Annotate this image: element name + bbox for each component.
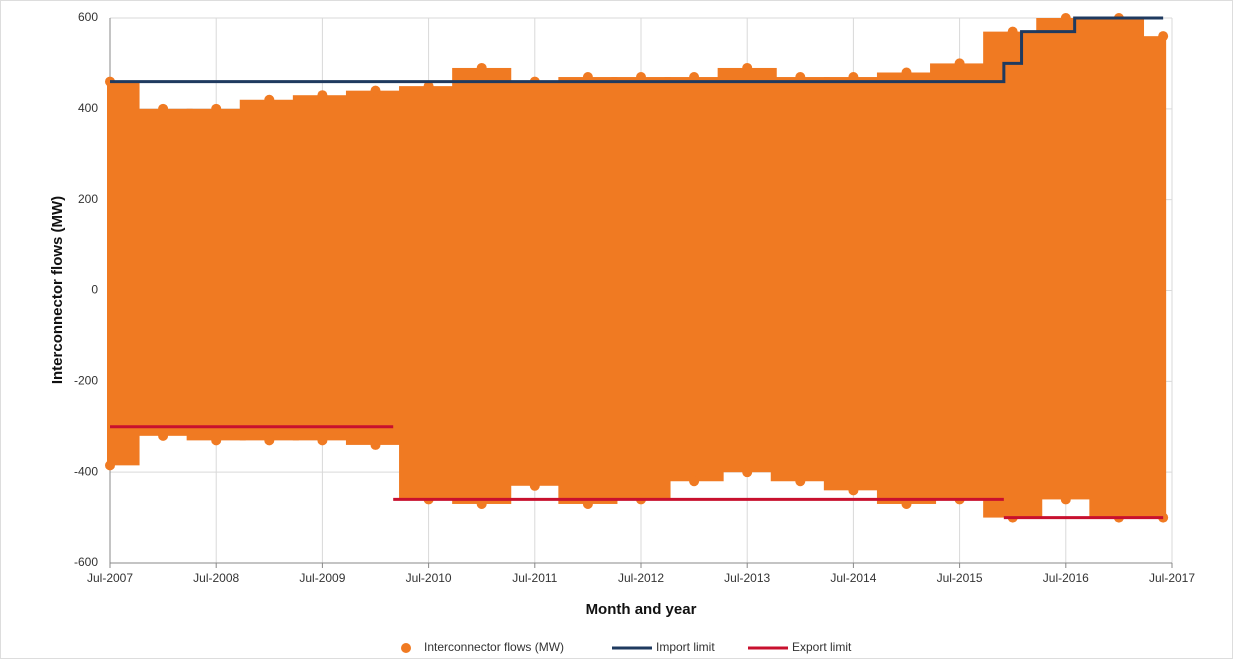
y-tick-label: -600 bbox=[74, 555, 98, 569]
y-tick-label: 0 bbox=[91, 283, 98, 297]
x-tick-label: Jul-2017 bbox=[1149, 571, 1195, 585]
flow-point bbox=[158, 103, 169, 114]
flow-point bbox=[105, 460, 115, 471]
flow-point bbox=[795, 476, 806, 487]
legend-label: Export limit bbox=[792, 640, 852, 654]
flow-range bbox=[1036, 18, 1096, 500]
flow-range bbox=[133, 108, 193, 436]
flow-point bbox=[954, 58, 965, 69]
flow-range bbox=[664, 77, 724, 482]
flow-range bbox=[345, 90, 406, 445]
limit-line bbox=[110, 16, 1164, 84]
x-tick-label: Jul-2011 bbox=[512, 571, 557, 585]
x-tick-label: Jul-2008 bbox=[193, 571, 239, 585]
flow-range bbox=[611, 77, 671, 500]
flow-point bbox=[370, 85, 381, 96]
flow-point bbox=[158, 430, 169, 441]
y-tick-label: -400 bbox=[74, 464, 98, 478]
flow-point bbox=[689, 72, 700, 83]
flow-range bbox=[239, 99, 299, 441]
legend-label: Interconnector flows (MW) bbox=[424, 640, 564, 654]
flow-range bbox=[505, 81, 565, 486]
flow-point bbox=[317, 90, 328, 101]
flow-point bbox=[1007, 26, 1018, 37]
flow-point bbox=[370, 439, 381, 450]
flow-range bbox=[399, 86, 459, 500]
flow-point bbox=[211, 103, 222, 114]
flow-point bbox=[582, 498, 593, 509]
legend-marker bbox=[401, 643, 411, 653]
flow-range bbox=[930, 63, 990, 500]
flow-range bbox=[770, 77, 830, 482]
flow-point bbox=[848, 72, 859, 83]
flow-point bbox=[1158, 31, 1169, 42]
flow-point bbox=[742, 62, 753, 73]
y-axis-title: Interconnector flows (MW) bbox=[49, 196, 66, 384]
x-tick-label: Jul-2009 bbox=[299, 571, 345, 585]
flow-range bbox=[1138, 36, 1167, 518]
flow-point bbox=[476, 62, 487, 73]
flow-point bbox=[901, 498, 912, 509]
flow-point bbox=[582, 72, 593, 83]
x-tick-label: Jul-2013 bbox=[724, 571, 770, 585]
y-tick-label: 400 bbox=[78, 101, 98, 115]
flow-point bbox=[476, 498, 487, 509]
x-axis-title: Month and year bbox=[586, 601, 697, 618]
flow-range bbox=[983, 31, 1043, 518]
flow-point bbox=[795, 72, 806, 83]
flow-point bbox=[1060, 13, 1071, 23]
flow-point bbox=[636, 72, 646, 83]
legend-label: Import limit bbox=[656, 640, 715, 654]
flow-point bbox=[529, 480, 540, 491]
flow-point bbox=[423, 81, 434, 92]
flow-range bbox=[823, 77, 883, 491]
flow-point bbox=[1060, 494, 1071, 505]
x-tick-label: Jul-2012 bbox=[618, 571, 664, 585]
flow-range bbox=[717, 67, 777, 473]
y-tick-label: -200 bbox=[74, 374, 98, 388]
flow-point bbox=[742, 467, 753, 478]
y-tick-label: 200 bbox=[78, 192, 98, 206]
flow-point bbox=[264, 435, 275, 446]
flow-range bbox=[876, 72, 937, 504]
x-tick-label: Jul-2016 bbox=[1043, 571, 1089, 585]
flow-range bbox=[558, 77, 618, 504]
x-tick-label: Jul-2010 bbox=[406, 571, 452, 585]
flow-range bbox=[186, 108, 246, 441]
x-tick-label: Jul-2015 bbox=[937, 571, 983, 585]
x-tick-label: Jul-2014 bbox=[830, 571, 876, 585]
flow-point bbox=[689, 476, 700, 487]
limit-line bbox=[110, 425, 1164, 520]
flow-point bbox=[211, 435, 222, 446]
flow-range bbox=[292, 95, 352, 441]
flow-point bbox=[848, 485, 859, 496]
flow-point bbox=[264, 94, 275, 105]
flow-point bbox=[901, 67, 912, 78]
flow-range bbox=[1089, 18, 1145, 518]
flow-range bbox=[452, 67, 512, 504]
x-tick-label: Jul-2007 bbox=[87, 571, 133, 585]
y-tick-label: 600 bbox=[78, 10, 98, 24]
flow-point bbox=[317, 435, 328, 446]
